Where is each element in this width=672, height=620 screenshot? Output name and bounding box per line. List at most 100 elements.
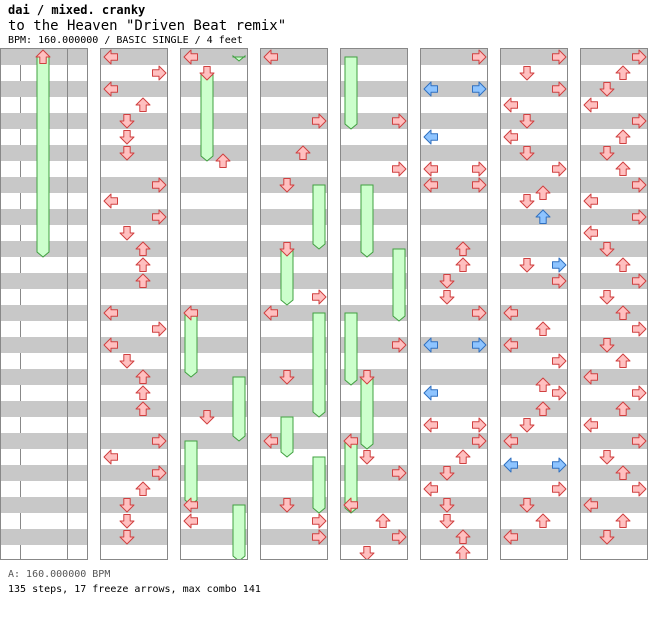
step-arrow-right	[552, 353, 567, 369]
freeze-arrow-body	[360, 184, 374, 258]
beat-band	[181, 49, 247, 65]
step-arrow-right	[472, 49, 487, 65]
beat-band	[341, 145, 407, 161]
step-arrow-right	[632, 385, 647, 401]
step-arrow-right	[392, 113, 407, 129]
step-arrow-left	[263, 433, 278, 449]
step-arrow-down	[519, 146, 535, 161]
step-arrow-down	[599, 146, 615, 161]
beat-band	[1, 305, 67, 321]
step-arrow-down	[119, 114, 135, 129]
step-arrow-down	[519, 114, 535, 129]
step-arrow-left	[103, 337, 118, 353]
beat-band	[101, 401, 167, 417]
step-arrow-down	[599, 530, 615, 545]
step-arrow-right	[152, 465, 167, 481]
step-arrow-right	[392, 529, 407, 545]
beat-band	[501, 49, 567, 65]
beat-band	[581, 369, 647, 385]
beat-band	[101, 337, 167, 353]
beat-band	[1, 81, 67, 97]
step-arrow-right	[472, 177, 487, 193]
step-arrow-down	[199, 410, 215, 425]
beat-band	[421, 145, 487, 161]
measure-column-canvas	[1, 49, 67, 545]
beat-band	[101, 209, 167, 225]
step-arrow-right	[472, 161, 487, 177]
beat-band	[101, 369, 167, 385]
beat-band	[1, 337, 67, 353]
beat-band	[261, 209, 327, 225]
beat-band	[501, 209, 567, 225]
step-arrow-down	[359, 546, 375, 559]
freeze-arrow-body	[360, 376, 374, 450]
beat-band	[1, 529, 67, 545]
beat-band	[261, 529, 327, 545]
beat-band	[421, 401, 487, 417]
step-arrow-right	[312, 113, 327, 129]
beat-band	[261, 273, 327, 289]
beat-band	[1, 369, 67, 385]
beat-band	[501, 305, 567, 321]
step-arrow-left	[503, 305, 518, 321]
beat-band	[261, 433, 327, 449]
step-arrow-right	[632, 433, 647, 449]
beat-band	[501, 81, 567, 97]
step-arrow-left	[343, 497, 358, 513]
step-arrow-left	[503, 97, 518, 113]
step-arrow-right	[552, 457, 567, 473]
step-arrow-up	[455, 241, 471, 256]
step-arrow-down	[519, 498, 535, 513]
step-arrow-right	[632, 321, 647, 337]
measure-column-9	[0, 48, 68, 560]
beat-band	[101, 49, 167, 65]
step-arrow-down	[519, 194, 535, 209]
step-arrow-right	[632, 113, 647, 129]
step-arrow-up	[535, 377, 551, 392]
step-arrow-left	[583, 417, 598, 433]
step-arrow-right	[392, 161, 407, 177]
beat-band	[261, 465, 327, 481]
step-arrow-up	[35, 49, 51, 64]
bpm-summary: A: 160.000000 BPM	[8, 569, 111, 580]
step-arrow-up	[455, 545, 471, 559]
step-arrow-right	[392, 337, 407, 353]
step-arrow-left	[423, 161, 438, 177]
step-arrow-up	[615, 257, 631, 272]
beat-band	[501, 241, 567, 257]
beat-band	[1, 241, 67, 257]
step-arrow-down	[279, 242, 295, 257]
measure-column-canvas	[341, 49, 407, 559]
freeze-arrow-body	[184, 440, 198, 506]
step-arrow-up	[535, 185, 551, 200]
beat-band	[261, 81, 327, 97]
step-arrow-left	[583, 97, 598, 113]
beat-band	[421, 369, 487, 385]
step-arrow-right	[552, 161, 567, 177]
freeze-arrow-body	[312, 184, 326, 250]
beat-band	[261, 337, 327, 353]
measure-column-canvas	[501, 49, 567, 545]
step-arrow-up	[615, 465, 631, 480]
beat-band	[341, 241, 407, 257]
beat-band	[581, 497, 647, 513]
step-arrow-down	[439, 274, 455, 289]
beat-band	[421, 113, 487, 129]
freeze-arrow-body	[232, 504, 246, 559]
step-arrow-up	[135, 97, 151, 112]
beat-band	[421, 305, 487, 321]
step-arrow-right	[472, 433, 487, 449]
step-arrow-up	[215, 153, 231, 168]
chart-info: BPM: 160.000000 / BASIC SINGLE / 4 feet	[8, 35, 243, 46]
step-arrow-up	[135, 401, 151, 416]
step-arrow-right	[552, 273, 567, 289]
beat-band	[501, 273, 567, 289]
beat-band	[261, 49, 327, 65]
beat-band	[181, 241, 247, 257]
beat-band	[581, 209, 647, 225]
beat-band	[181, 369, 247, 385]
step-arrow-left	[503, 457, 518, 473]
beat-band	[181, 529, 247, 545]
beat-band	[581, 49, 647, 65]
step-arrow-down	[119, 130, 135, 145]
